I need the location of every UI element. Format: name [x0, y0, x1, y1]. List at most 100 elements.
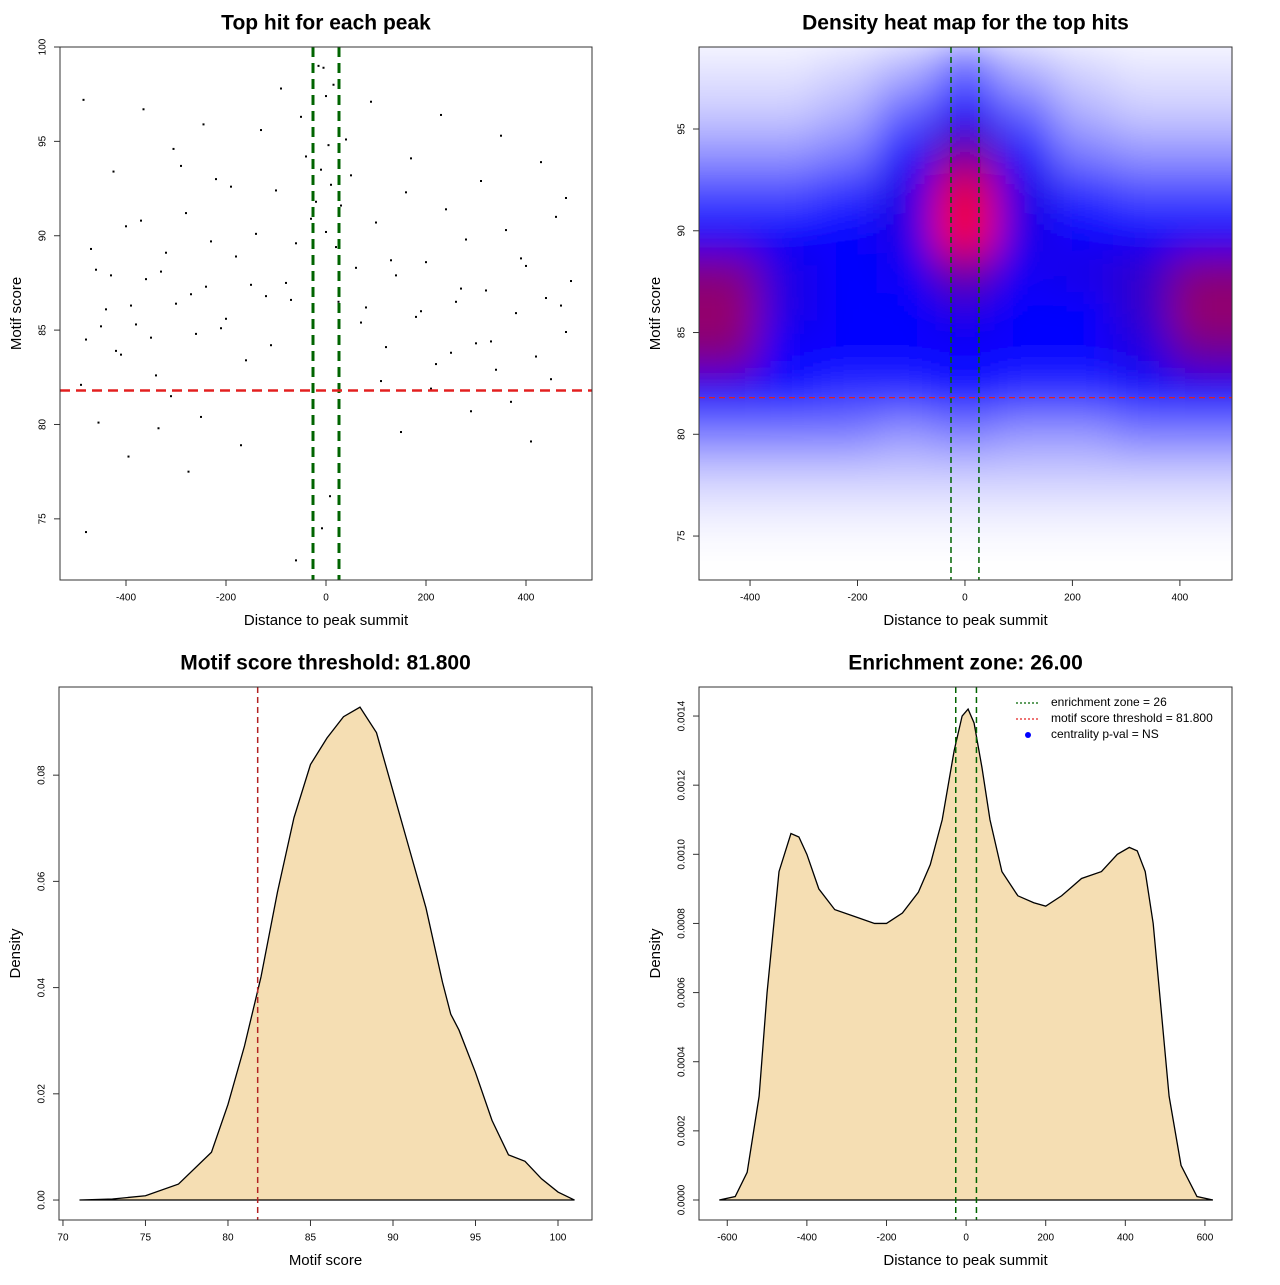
point — [142, 108, 145, 111]
heat-cell — [876, 47, 937, 90]
point — [500, 134, 502, 137]
heat-cell — [1112, 291, 1173, 334]
y-tick-label: 0.0014 — [677, 700, 688, 731]
point — [125, 225, 127, 228]
y-tick-label: 0.00 — [37, 1190, 48, 1210]
heat-cell — [935, 291, 996, 334]
y-tick-label: 85 — [677, 327, 688, 339]
point — [530, 440, 532, 443]
heat-cell — [1171, 373, 1232, 415]
point — [170, 395, 172, 398]
chart-title: Enrichment zone: 26.00 — [848, 652, 1083, 675]
point — [570, 280, 572, 283]
point — [329, 495, 331, 498]
heat-cell — [817, 291, 878, 334]
point — [337, 300, 340, 303]
heat-cell — [994, 210, 1055, 253]
point — [505, 229, 507, 232]
heat-cell — [1053, 454, 1114, 497]
y-tick-label: 0.06 — [37, 871, 48, 891]
x-tick-label: 200 — [1037, 1233, 1054, 1244]
x-tick-label: 0 — [962, 593, 968, 604]
point — [260, 129, 262, 132]
heat-cell — [1171, 495, 1232, 538]
heat-cell — [699, 413, 760, 456]
chart-title: Top hit for each peak — [221, 12, 431, 35]
point — [360, 321, 362, 324]
point — [385, 346, 387, 349]
heat-cell — [817, 88, 878, 131]
point — [295, 242, 297, 245]
point — [190, 293, 192, 296]
x-axis-title: Distance to peak summit — [883, 1252, 1048, 1269]
heat-cell — [1112, 129, 1173, 171]
heat-cell — [758, 251, 819, 293]
point — [270, 344, 272, 347]
heat-cell — [1053, 88, 1114, 131]
heat-cell — [935, 129, 996, 171]
heat-cell — [758, 88, 819, 131]
heat-cell — [876, 495, 937, 538]
heat-cell — [699, 169, 760, 212]
heat-cell — [1112, 454, 1173, 497]
y-tick-label: 0.04 — [37, 977, 48, 997]
heat-cell — [994, 88, 1055, 131]
density-area — [719, 707, 1214, 1201]
x-axis-title: Distance to peak summit — [244, 612, 409, 629]
y-tick-label: 0.0004 — [677, 1046, 688, 1077]
chart-title: Density heat map for the top hits — [802, 12, 1129, 35]
point — [495, 368, 497, 371]
y-axis-title: Motif score — [8, 277, 25, 350]
heat-cell — [876, 88, 937, 131]
point — [130, 304, 132, 307]
heat-cell — [935, 332, 996, 375]
point — [345, 138, 347, 141]
heat-cell — [817, 129, 878, 171]
heat-cell — [1112, 373, 1173, 415]
point — [112, 170, 115, 173]
point — [415, 315, 417, 318]
x-tick-label: -200 — [216, 593, 236, 604]
heat-cell — [1171, 251, 1232, 293]
point — [475, 342, 477, 345]
point — [205, 285, 207, 288]
point — [535, 355, 537, 358]
point — [135, 323, 137, 326]
point — [172, 147, 175, 150]
chart-title: Motif score threshold: 81.800 — [180, 652, 471, 675]
point — [480, 180, 482, 183]
heat-cell — [1112, 210, 1173, 253]
heat-cell — [1053, 210, 1114, 253]
heat-cell — [876, 129, 937, 171]
point — [425, 261, 427, 264]
legend-symbol — [1025, 732, 1031, 738]
plot-frame — [58, 686, 593, 1221]
point — [390, 259, 392, 262]
x-tick-label: -200 — [847, 593, 867, 604]
point — [115, 349, 117, 352]
x-tick-label: -600 — [717, 1233, 737, 1244]
heat-cell — [1171, 413, 1232, 456]
heat-cell — [1171, 47, 1232, 90]
heat-cell — [817, 413, 878, 456]
heat-cell — [994, 47, 1055, 90]
point — [340, 204, 342, 207]
point — [280, 87, 282, 90]
heat-cell — [935, 413, 996, 456]
heat-cell — [1171, 454, 1232, 497]
point — [565, 330, 567, 333]
point — [215, 178, 217, 181]
x-tick-label: 600 — [1197, 1233, 1214, 1244]
heat-cell — [699, 332, 760, 375]
x-tick-label: 85 — [305, 1233, 317, 1244]
heat-cell — [876, 210, 937, 253]
point — [255, 232, 257, 235]
x-axis-title: Motif score — [289, 1252, 362, 1269]
point — [245, 359, 247, 362]
heat-cell — [876, 454, 937, 497]
heat-cell — [699, 251, 760, 293]
y-tick-label: 0.0010 — [677, 839, 688, 870]
heat-cell — [1053, 413, 1114, 456]
heat-cell — [1112, 332, 1173, 375]
point — [165, 251, 167, 254]
